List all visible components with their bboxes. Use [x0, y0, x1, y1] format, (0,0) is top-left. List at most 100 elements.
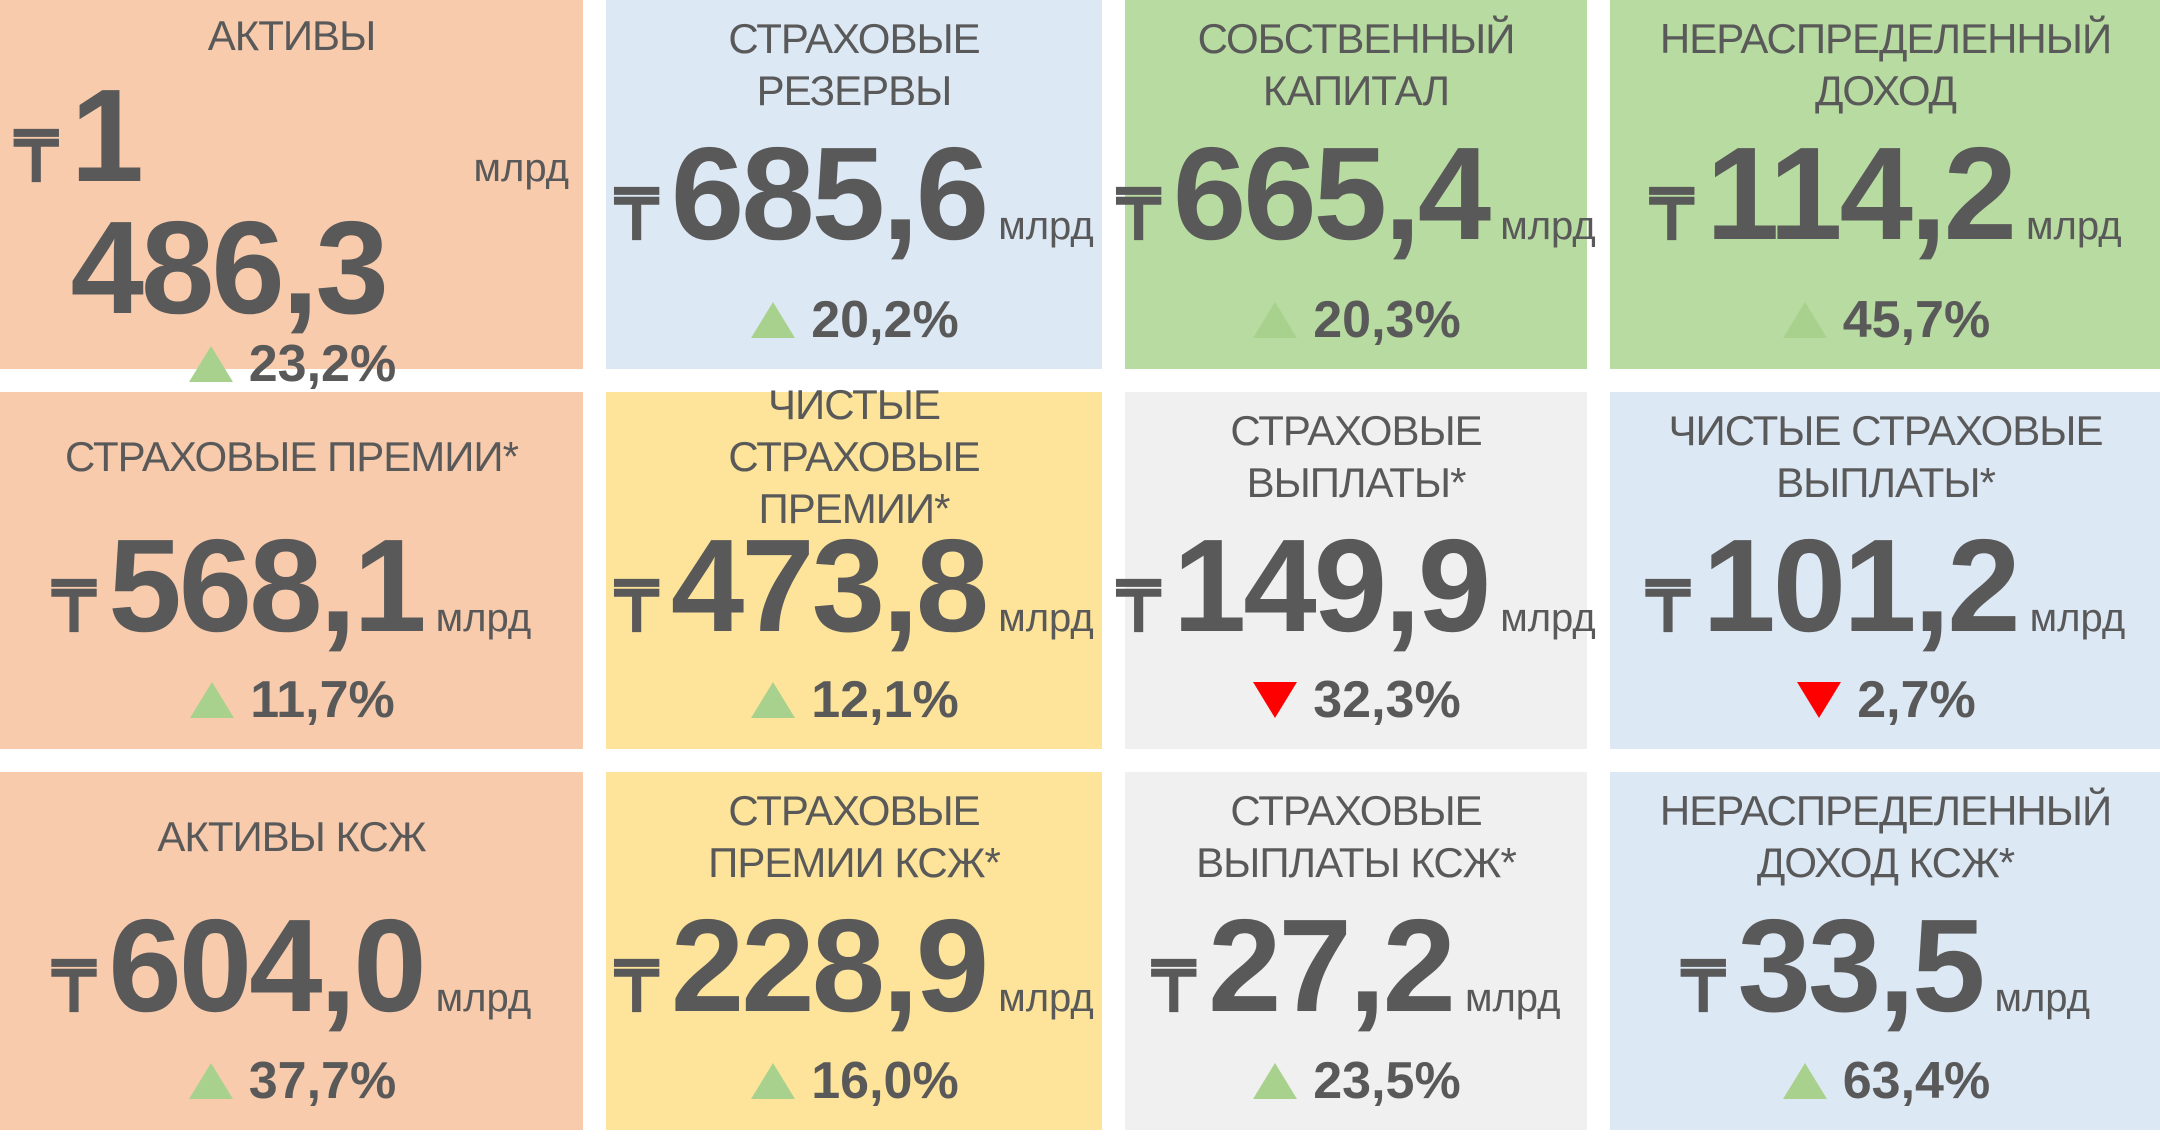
trend-triangle — [751, 1063, 796, 1099]
change-row: 23,2% — [187, 334, 396, 394]
value-row: ₸ 568,1 млрд — [52, 520, 531, 665]
tile-title: СТРАХОВЫЕ ПРЕМИИ* — [65, 433, 519, 480]
kpi-value: 33,5 — [1737, 892, 1986, 1039]
currency-sign: ₸ — [14, 118, 59, 196]
tile-title: СТРАХОВЫЕ РЕЗЕРВЫ — [728, 15, 980, 114]
kpi-value: 101,2 — [1702, 512, 2020, 659]
trend-arrow — [751, 302, 796, 338]
tile-title: АКТИВЫ КСЖ — [157, 813, 426, 860]
trend-arrow — [188, 346, 233, 382]
value-row: ₸ 665,4 млрд — [1116, 128, 1595, 285]
tile-title: НЕРАСПРЕДЕЛЕННЫЙ ДОХОД — [1659, 15, 2112, 114]
trend-triangle — [1797, 682, 1842, 718]
trend-triangle — [1253, 682, 1298, 718]
tile-title: НЕРАСПРЕДЕЛЕННЫЙ ДОХОД КСЖ* — [1659, 787, 2112, 886]
unit-label: млрд — [1464, 976, 1561, 1020]
kpi-value: 228,9 — [670, 892, 989, 1039]
change-value: 37,7% — [248, 1052, 397, 1110]
kpi-value: 27,2 — [1208, 892, 1456, 1039]
change-value: 23,5% — [1313, 1052, 1461, 1110]
change-row: 37,7% — [187, 1046, 396, 1116]
kpi-tile: АКТИВЫ КСЖ ₸ 604,0 млрд 37,7% — [0, 772, 583, 1130]
trend-triangle — [751, 302, 796, 338]
value-row: ₸ 604,0 млрд — [52, 900, 531, 1046]
currency-sign: ₸ — [1645, 568, 1691, 646]
kpi-value: 604,0 — [108, 892, 426, 1039]
value-row: ₸ 1 486,3 млрд — [14, 70, 569, 334]
kpi-tile: НЕРАСПРЕДЕЛЕННЫЙ ДОХОД КСЖ* ₸ 33,5 млрд 63,4… — [1610, 772, 2160, 1130]
kpi-value: 473,8 — [670, 512, 989, 659]
trend-triangle — [188, 1063, 233, 1099]
kpi-value: 149,9 — [1172, 512, 1491, 659]
value-row: ₸ 473,8 млрд — [614, 520, 1093, 665]
trend-triangle — [188, 346, 233, 382]
unit-label: млрд — [998, 596, 1094, 640]
kpi-value: 685,6 — [670, 120, 989, 267]
trend-triangle — [1253, 1063, 1298, 1099]
unit-label: млрд — [1500, 204, 1596, 248]
change-row: 2,7% — [1795, 665, 1976, 735]
change-value: 16,0% — [811, 1052, 959, 1110]
kpi-tile: СТРАХОВЫЕ ПРЕМИИ* ₸ 568,1 млрд 11,7% — [0, 392, 583, 749]
currency-sign: ₸ — [51, 568, 97, 646]
kpi-tile: ЧИСТЫЕ СТРАХОВЫЕ ВЫПЛАТЫ* ₸ 101,2 млрд 2,7% — [1610, 392, 2160, 749]
kpi-tile: СТРАХОВЫЕ РЕЗЕРВЫ ₸ 685,6 млрд 20,2% — [606, 0, 1102, 369]
unit-label: млрд — [435, 596, 532, 640]
trend-arrow — [190, 682, 235, 718]
kpi-tile: СТРАХОВЫЕ ВЫПЛАТЫ КСЖ* ₸ 27,2 млрд 23,5% — [1125, 772, 1587, 1130]
trend-arrow — [751, 682, 796, 718]
value-row: ₸ 685,6 млрд — [614, 128, 1093, 285]
value-row: ₸ 101,2 млрд — [1646, 520, 2125, 665]
unit-label: млрд — [2026, 204, 2122, 248]
change-row: 20,3% — [1251, 285, 1461, 355]
kpi-tile: СТРАХОВЫЕ ПРЕМИИ КСЖ* ₸ 228,9 млрд 16,0% — [606, 772, 1102, 1130]
trend-triangle — [751, 682, 796, 718]
tile-title: СОБСТВЕННЫЙ КАПИТАЛ — [1197, 15, 1516, 114]
currency-sign: ₸ — [51, 948, 97, 1026]
kpi-tile: ЧИСТЫЕ СТРАХОВЫЕ ПРЕМИИ* ₸ 473,8 млрд 12,1% — [606, 381, 1102, 749]
currency-sign: ₸ — [1116, 176, 1161, 254]
trend-triangle — [1782, 1063, 1827, 1099]
change-row: 16,0% — [749, 1046, 959, 1116]
change-value: 11,7% — [250, 671, 395, 729]
trend-triangle — [1782, 302, 1827, 338]
change-value: 20,3% — [1313, 291, 1461, 349]
tile-title: СТРАХОВЫЕ ВЫПЛАТЫ КСЖ* — [1196, 787, 1517, 886]
kpi-tile: НЕРАСПРЕДЕЛЕННЫЙ ДОХОД ₸ 114,2 млрд 45,7% — [1610, 0, 2160, 369]
trend-arrow — [188, 1063, 233, 1099]
trend-arrow — [1253, 682, 1298, 718]
change-row: 11,7% — [188, 665, 395, 735]
currency-sign: ₸ — [614, 568, 659, 646]
currency-sign: ₸ — [614, 176, 659, 254]
value-row: ₸ 27,2 млрд — [1152, 900, 1561, 1046]
kpi-value: 1 486,3 — [70, 62, 389, 341]
tile-title: ЧИСТЫЕ СТРАХОВЫЕ ВЫПЛАТЫ* — [1668, 407, 2104, 506]
currency-sign: ₸ — [614, 948, 659, 1026]
kpi-tile: СТРАХОВЫЕ ВЫПЛАТЫ* ₸ 149,9 млрд 32,3% — [1116, 392, 1596, 749]
value-row: ₸ 114,2 млрд — [1649, 128, 2121, 285]
unit-label: млрд — [435, 976, 532, 1020]
change-value: 20,2% — [811, 291, 959, 349]
change-row: 23,5% — [1251, 1046, 1461, 1116]
currency-sign: ₸ — [1116, 568, 1161, 646]
trend-arrow — [1782, 302, 1827, 338]
change-value: 2,7% — [1857, 671, 1976, 729]
unit-label: млрд — [2029, 596, 2126, 640]
trend-arrow — [1253, 1063, 1298, 1099]
currency-sign: ₸ — [1649, 176, 1694, 254]
unit-label: млрд — [473, 146, 569, 190]
unit-label: млрд — [998, 976, 1094, 1020]
unit-label: млрд — [1500, 596, 1596, 640]
kpi-value: 665,4 — [1172, 120, 1491, 267]
value-row: ₸ 33,5 млрд — [1681, 900, 2090, 1046]
kpi-tile: АКТИВЫ ₸ 1 486,3 млрд 23,2% — [0, 0, 583, 393]
unit-label: млрд — [1994, 976, 2090, 1020]
tile-title: АКТИВЫ — [207, 12, 377, 59]
kpi-value: 568,1 — [108, 512, 426, 659]
value-row: ₸ 149,9 млрд — [1116, 520, 1595, 665]
unit-label: млрд — [998, 204, 1094, 248]
tile-title: СТРАХОВЫЕ ВЫПЛАТЫ* — [1230, 407, 1482, 506]
